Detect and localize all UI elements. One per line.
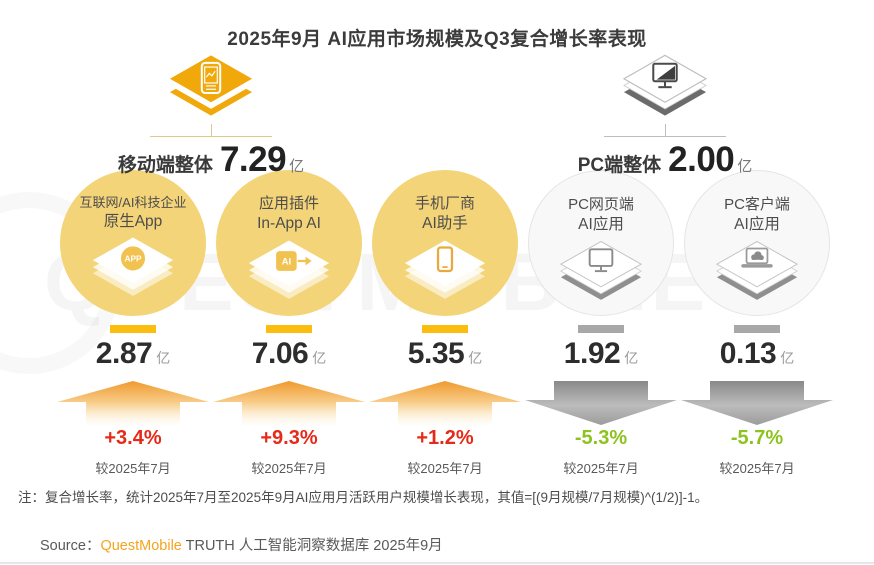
underline-bar xyxy=(110,325,156,333)
category-label: PC网页端 AI应用 xyxy=(568,196,634,234)
compare-label: 较2025年7月 xyxy=(563,461,639,476)
pc-overall-value: 2.00 xyxy=(668,140,735,179)
growth-rate: +9.3% xyxy=(260,427,318,449)
compare-label: 较2025年7月 xyxy=(407,461,483,476)
footnote: 注：复合增长率，统计2025年7月至2025年9月AI应用月活跃用户规模增长表现… xyxy=(18,490,709,505)
column-phone-ai-assistant: 手机厂商 AI助手 5.35 亿 +1.2% 较2025年 xyxy=(369,170,521,477)
column-in-app-ai: 应用插件 In-App AI AI 7.06 亿 xyxy=(213,170,365,477)
pc-client-box-icon xyxy=(715,241,799,301)
up-arrow-icon xyxy=(57,381,209,425)
pc-web-box-icon xyxy=(559,241,643,301)
mobile-box-icon xyxy=(169,55,253,116)
compare-label: 较2025年7月 xyxy=(95,461,171,476)
metric-value: 2.87 亿 xyxy=(95,337,171,370)
connector-vertical-line xyxy=(664,124,666,136)
mobile-overall-unit: 亿 xyxy=(289,158,305,175)
phone-assistant-box-icon xyxy=(404,240,486,300)
underline-bar xyxy=(422,325,468,333)
pc-overall-name: PC端整体 xyxy=(577,155,662,176)
growth-rate: -5.3% xyxy=(574,427,628,449)
category-circle: 手机厂商 AI助手 xyxy=(372,170,518,316)
growth-rate: +1.2% xyxy=(416,427,474,449)
source-prefix: Source： xyxy=(40,538,101,554)
up-arrow-icon xyxy=(213,381,365,425)
category-circle: 应用插件 In-App AI AI xyxy=(216,170,362,316)
pc-box-icon xyxy=(622,54,708,116)
down-arrow-icon xyxy=(681,381,833,425)
mobile-overall-value: 7.29 xyxy=(219,140,287,179)
compare-label: 较2025年7月 xyxy=(719,461,795,476)
svg-text:AI: AI xyxy=(282,257,292,268)
svg-text:APP: APP xyxy=(125,255,142,264)
underline-bar xyxy=(578,325,624,333)
growth-rate: -5.7% xyxy=(730,427,784,449)
underline-bar xyxy=(266,325,312,333)
pc-overall-label: PC端整体 2.00 亿 xyxy=(578,140,753,180)
underline-bar xyxy=(734,325,780,333)
mobile-overall-header: 移动端整体 7.29 亿 xyxy=(81,52,341,180)
category-circle: 互联网/AI科技企业 原生App APP xyxy=(60,170,206,316)
in-app-ai-box-icon: AI xyxy=(248,240,330,300)
category-label: 互联网/AI科技企业 原生App xyxy=(79,195,187,230)
mobile-overall-name: 移动端整体 xyxy=(117,155,213,176)
category-label: 应用插件 In-App AI xyxy=(257,195,321,233)
metric-value: 7.06 亿 xyxy=(251,337,327,370)
source-line: Source：QuestMobile TRUTH 人工智能洞察数据库 2025年… xyxy=(40,534,443,555)
category-circle: PC客户端 AI应用 xyxy=(684,170,830,316)
growth-rate: +3.4% xyxy=(104,427,162,449)
category-circle: PC网页端 AI应用 xyxy=(528,170,674,316)
category-columns: 互联网/AI科技企业 原生App APP 2.87 亿 +3.4% xyxy=(57,170,833,477)
metric-value: 0.13 亿 xyxy=(719,337,795,370)
column-native-app: 互联网/AI科技企业 原生App APP 2.87 亿 +3.4% xyxy=(57,170,209,477)
column-pc-web-ai: PC网页端 AI应用 1.92 亿 -5.3% xyxy=(525,170,677,477)
metric-value: 1.92 亿 xyxy=(563,337,639,370)
page-title: 2025年9月 AI应用市场规模及Q3复合增长率表现 xyxy=(227,29,647,50)
connector-horizontal-line xyxy=(150,136,272,137)
category-label: 手机厂商 AI助手 xyxy=(414,195,475,233)
app-box-icon: APP xyxy=(92,237,174,297)
connector-horizontal-line xyxy=(604,136,726,137)
up-arrow-icon xyxy=(369,381,521,425)
footer-divider xyxy=(0,562,874,564)
source-brand: QuestMobile xyxy=(100,538,182,554)
category-label: PC客户端 AI应用 xyxy=(724,196,790,234)
pc-overall-header: PC端整体 2.00 亿 xyxy=(535,52,795,180)
source-suffix: TRUTH 人工智能洞察数据库 2025年9月 xyxy=(181,538,443,554)
connector-vertical-line xyxy=(210,124,212,136)
down-arrow-icon xyxy=(525,381,677,425)
metric-value: 5.35 亿 xyxy=(407,337,483,370)
pc-overall-unit: 亿 xyxy=(737,158,753,175)
mobile-overall-label: 移动端整体 7.29 亿 xyxy=(118,140,304,180)
compare-label: 较2025年7月 xyxy=(251,461,327,476)
column-pc-client-ai: PC客户端 AI应用 0.13 亿 xyxy=(681,170,833,477)
